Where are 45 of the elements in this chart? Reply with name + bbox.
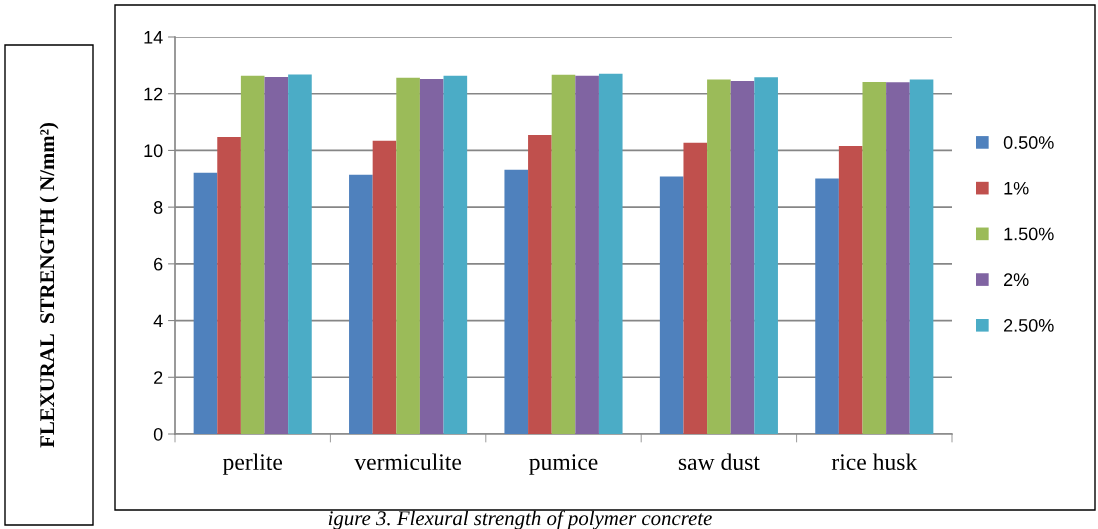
- bar: [193, 172, 218, 434]
- bar: [419, 78, 444, 434]
- y-tick-label: 12: [144, 87, 163, 101]
- bar: [349, 174, 373, 434]
- bar: [217, 137, 241, 434]
- y-tick-label: 6: [154, 257, 163, 271]
- bar: [659, 176, 684, 434]
- bar: [528, 135, 552, 434]
- text: igure 3. Flexural strength of polymer concrete: [328, 510, 712, 529]
- y-tick-label: 0: [153, 427, 163, 441]
- x-tick-label: rice husk: [831, 453, 918, 471]
- bar: [598, 73, 623, 434]
- y-tick-label: 8: [153, 201, 163, 214]
- y-tick-label: 10: [144, 144, 163, 158]
- bar: [240, 75, 265, 434]
- bar: [264, 76, 289, 434]
- bar: [575, 75, 599, 434]
- legend-label: 2.50%: [1004, 319, 1054, 332]
- bar: [815, 178, 839, 434]
- legend-label: 0.50%: [1003, 136, 1054, 149]
- bar: [838, 145, 863, 434]
- y-axis-title: FLEXURAL STRENGTH ( N/mm²): [39, 123, 59, 448]
- bar: [886, 82, 910, 434]
- bar: [862, 82, 887, 434]
- y-tick-label: 2: [154, 371, 163, 384]
- x-tick-label: pumice: [529, 454, 598, 475]
- bar: [288, 74, 312, 434]
- bar: [396, 77, 420, 434]
- bar: [551, 74, 576, 434]
- bar: [683, 142, 708, 434]
- x-tick-label: saw dust: [678, 453, 760, 471]
- x-tick-label: vermiculite: [354, 453, 462, 471]
- legend-label: 1%: [1004, 181, 1029, 195]
- y-tick-label: 4: [153, 314, 163, 328]
- legend-label: 2%: [1004, 273, 1029, 286]
- bar: [707, 79, 731, 434]
- x-tick-label: perlite: [222, 453, 283, 475]
- bar: [504, 169, 529, 434]
- bar: [909, 79, 934, 434]
- bar: [754, 77, 778, 434]
- bar: [443, 75, 468, 434]
- y-tick-label: 14: [144, 31, 163, 44]
- legend-label: 1.50%: [1004, 227, 1054, 241]
- bar: [372, 140, 397, 434]
- bar: [730, 80, 755, 434]
